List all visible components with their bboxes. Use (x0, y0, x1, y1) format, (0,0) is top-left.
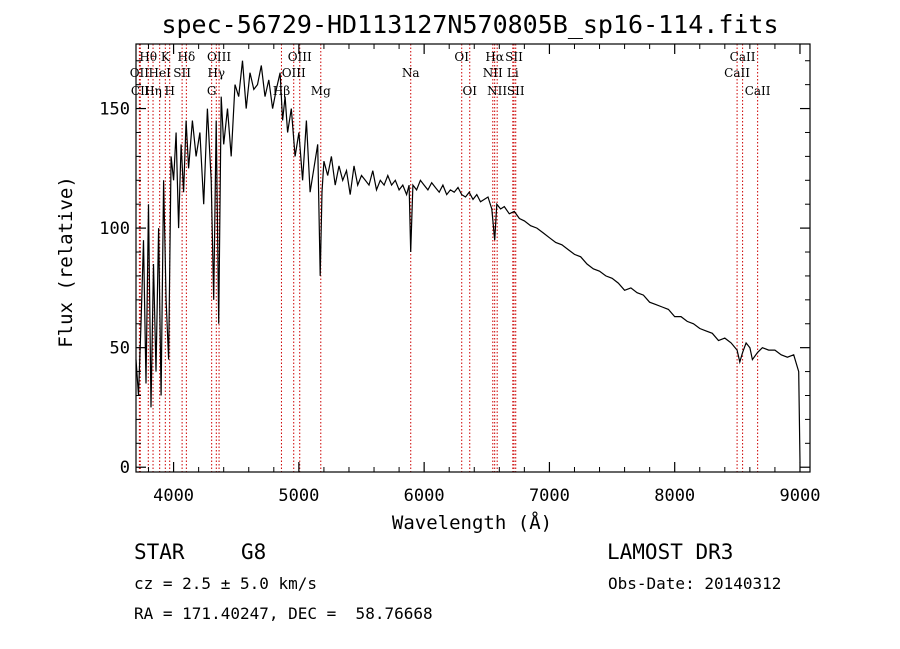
y-tick-label: 100 (99, 219, 130, 239)
line-label-16: Na (402, 66, 420, 80)
object-class: STAR (134, 540, 185, 564)
line-label-7: H (164, 84, 174, 98)
line-label-21: NII (487, 84, 507, 98)
line-label-11: G (207, 84, 217, 98)
line-label-6: SII (173, 66, 191, 80)
line-label-27: CaII (745, 84, 771, 98)
line-label-17: OI (454, 50, 469, 64)
line-label-15: Mg (311, 84, 331, 98)
object-subclass: G8 (241, 540, 267, 564)
y-tick-label: 0 (120, 458, 130, 478)
survey-name: LAMOST DR3 (607, 540, 734, 564)
x-axis: 4000 5000 6000 7000 8000 9000 (148, 44, 821, 506)
x-tick-label: 5000 (278, 486, 319, 506)
line-label-4: HeI (149, 66, 172, 80)
y-axis: 0 50 100 150 (99, 60, 810, 478)
line-label-22: SII (505, 50, 523, 64)
line-label-19: Hα (485, 50, 504, 64)
line-label-9: OIII (207, 50, 231, 64)
line-label-13: OIII (288, 50, 312, 64)
spectrum-series (135, 60, 801, 463)
x-tick-label: 8000 (654, 486, 695, 506)
ra-dec: RA = 171.40247, DEC = 58.76668 (134, 604, 433, 623)
line-label-10: Hγ (207, 66, 225, 80)
line-label-18: OI (462, 84, 477, 98)
plot-frame (135, 43, 811, 473)
line-label-0: Hθ (139, 50, 157, 64)
line-label-24: SII (507, 84, 525, 98)
x-axis-label: Wavelength (Å) (392, 511, 552, 534)
line-label-14: OIII (282, 66, 306, 80)
redshift-text: cz = 2.5 ± 5.0 km/s (134, 574, 318, 593)
line-label-5: K (161, 50, 171, 64)
line-label-25: CaII (730, 50, 756, 64)
line-label-26: CaII (724, 66, 750, 80)
chart-title: spec-56729-HD113127N570805B_sp16-114.fit… (161, 10, 778, 39)
obs-date: Obs-Date: 20140312 (608, 574, 782, 593)
y-tick-label: 150 (99, 100, 130, 120)
line-label-8: Hδ (178, 50, 196, 64)
line-label-23: Li (507, 66, 519, 80)
y-tick-label: 50 (110, 339, 130, 359)
line-label-1: OII (130, 66, 150, 80)
x-tick-label: 9000 (780, 486, 821, 506)
x-tick-label: 7000 (529, 486, 570, 506)
spectral-line-markers (138, 44, 759, 472)
y-axis-label: Flux (relative) (55, 176, 77, 348)
line-label-20: NII (483, 66, 503, 80)
line-label-3: Hη (144, 84, 162, 98)
x-tick-label: 4000 (153, 486, 194, 506)
x-tick-label: 6000 (404, 486, 445, 506)
